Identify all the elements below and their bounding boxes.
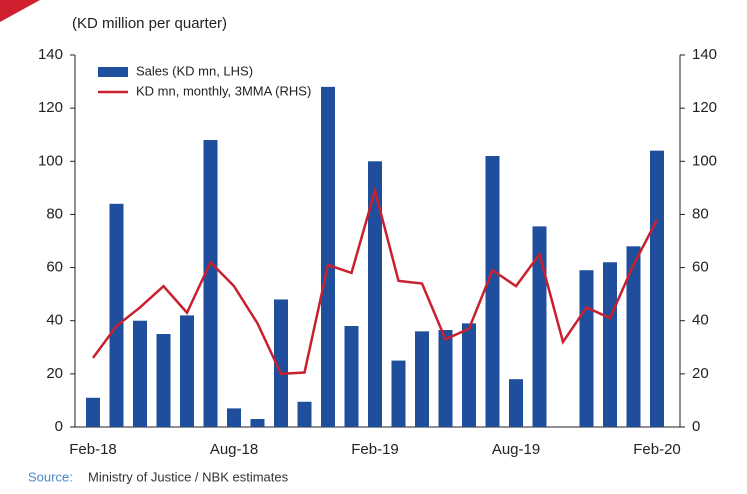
bar [203,140,218,427]
y2-tick-label: 80 [692,205,709,222]
y-tick-label: 0 [55,418,63,435]
y2-tick-label: 140 [692,46,717,63]
bar [156,334,171,427]
y2-tick-label: 100 [692,152,717,169]
y-tick-label: 140 [38,46,63,63]
bar [462,323,476,427]
source-label: Source: [28,469,73,484]
line [91,185,659,376]
bar [391,360,406,427]
x-tick-label: Feb-18 [69,441,117,458]
y2-tick-label: 120 [692,99,717,116]
legend-label: KD mn, monthly, 3MMA (RHS) [136,83,311,98]
y2-tick-label: 60 [692,259,709,276]
y-tick-label: 120 [38,99,63,116]
bar [438,330,453,427]
bar [227,408,241,427]
y2-tick-label: 0 [692,418,700,435]
bar [603,262,617,427]
legend-label: Sales (KD mn, LHS) [136,63,253,78]
bar [579,270,594,427]
bar [274,299,288,427]
x-tick-label: Aug-19 [492,441,540,458]
x-tick-label: Feb-20 [633,441,681,458]
bar [415,331,429,427]
bar [509,379,523,427]
bar [321,86,335,427]
bar [109,203,124,427]
bar [650,150,664,427]
bar [344,326,359,427]
bar [297,401,312,427]
bar [133,320,147,427]
y2-tick-label: 20 [692,365,709,382]
y-tick-label: 60 [46,259,63,276]
y-tick-label: 40 [46,312,63,329]
bar [180,315,194,427]
bar [250,419,265,427]
header-mark [0,0,40,22]
bar [485,155,500,427]
chart-subtitle: (KD million per quarter) [72,15,227,32]
bar [626,246,641,427]
y-tick-label: 80 [46,205,63,222]
x-tick-label: Aug-18 [210,441,258,458]
legend-swatch [98,67,128,77]
bar [86,397,100,427]
y-tick-label: 100 [38,152,63,169]
y-tick-label: 20 [46,365,63,382]
y2-tick-label: 40 [692,312,709,329]
x-tick-label: Feb-19 [351,441,399,458]
source: Ministry of Justice / NBK estimates [88,469,289,484]
bar [368,161,382,428]
bar [532,226,547,427]
